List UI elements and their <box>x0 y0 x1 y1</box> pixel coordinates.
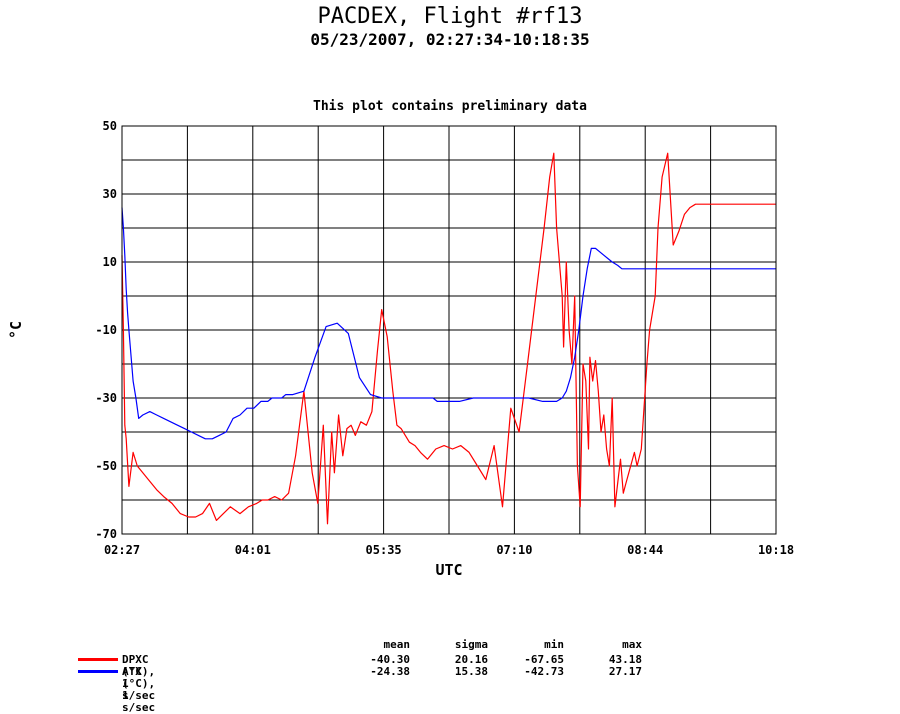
x-tick-label: 02:27 <box>104 543 140 557</box>
y-tick-label: -10 <box>95 323 117 337</box>
dpxc-series-line <box>121 152 776 525</box>
dpxc-min: -67.65 <box>524 653 564 666</box>
plot-frame <box>121 125 777 535</box>
x-tick-label: 05:35 <box>366 543 402 557</box>
y-tick-labels: 50 30 10 -10 -30 -50 -70 <box>95 119 117 541</box>
stats-header-min: min <box>544 638 564 651</box>
chart-subtitle: 05/23/2007, 02:27:34-10:18:35 <box>310 30 590 49</box>
atx-max: 27.17 <box>608 665 642 678</box>
dpxc-mean: -40.30 <box>370 653 410 666</box>
x-axis-label: UTC <box>435 561 462 579</box>
atx-legend-label: ATX (°C), 1 s/sec <box>122 665 156 714</box>
y-axis-label: °C <box>7 321 25 339</box>
series-lines <box>121 152 776 525</box>
atx-series-line <box>121 207 776 440</box>
x-tick-labels: 02:27 04:01 05:35 07:10 08:44 10:18 <box>104 543 794 557</box>
y-tick-label: -30 <box>95 391 117 405</box>
y-tick-label: -50 <box>95 459 117 473</box>
dpxc-legend-swatch <box>78 658 118 661</box>
atx-legend-swatch <box>78 670 118 673</box>
atx-sigma: 15.38 <box>454 665 488 678</box>
dpxc-sigma: 20.16 <box>454 653 488 666</box>
atx-mean: -24.38 <box>370 665 410 678</box>
chart-title: PACDEX, Flight #rf13 <box>317 4 583 29</box>
x-tick-label: 10:18 <box>758 543 794 557</box>
x-tick-label: 04:01 <box>235 543 271 557</box>
y-tick-label: 50 <box>103 119 117 133</box>
x-tick-label: 07:10 <box>496 543 532 557</box>
x-tick-label: 08:44 <box>627 543 663 557</box>
grid-lines <box>122 126 776 534</box>
y-tick-label: 10 <box>103 255 117 269</box>
stats-header-mean: mean <box>383 638 411 651</box>
dpxc-max: 43.18 <box>608 653 642 666</box>
atx-min: -42.73 <box>524 665 564 678</box>
stats-header-sigma: sigma <box>454 638 488 651</box>
stats-header-max: max <box>622 638 642 651</box>
y-tick-label: -70 <box>95 527 117 541</box>
y-tick-label: 30 <box>103 187 117 201</box>
preliminary-note: This plot contains preliminary data <box>313 99 587 114</box>
